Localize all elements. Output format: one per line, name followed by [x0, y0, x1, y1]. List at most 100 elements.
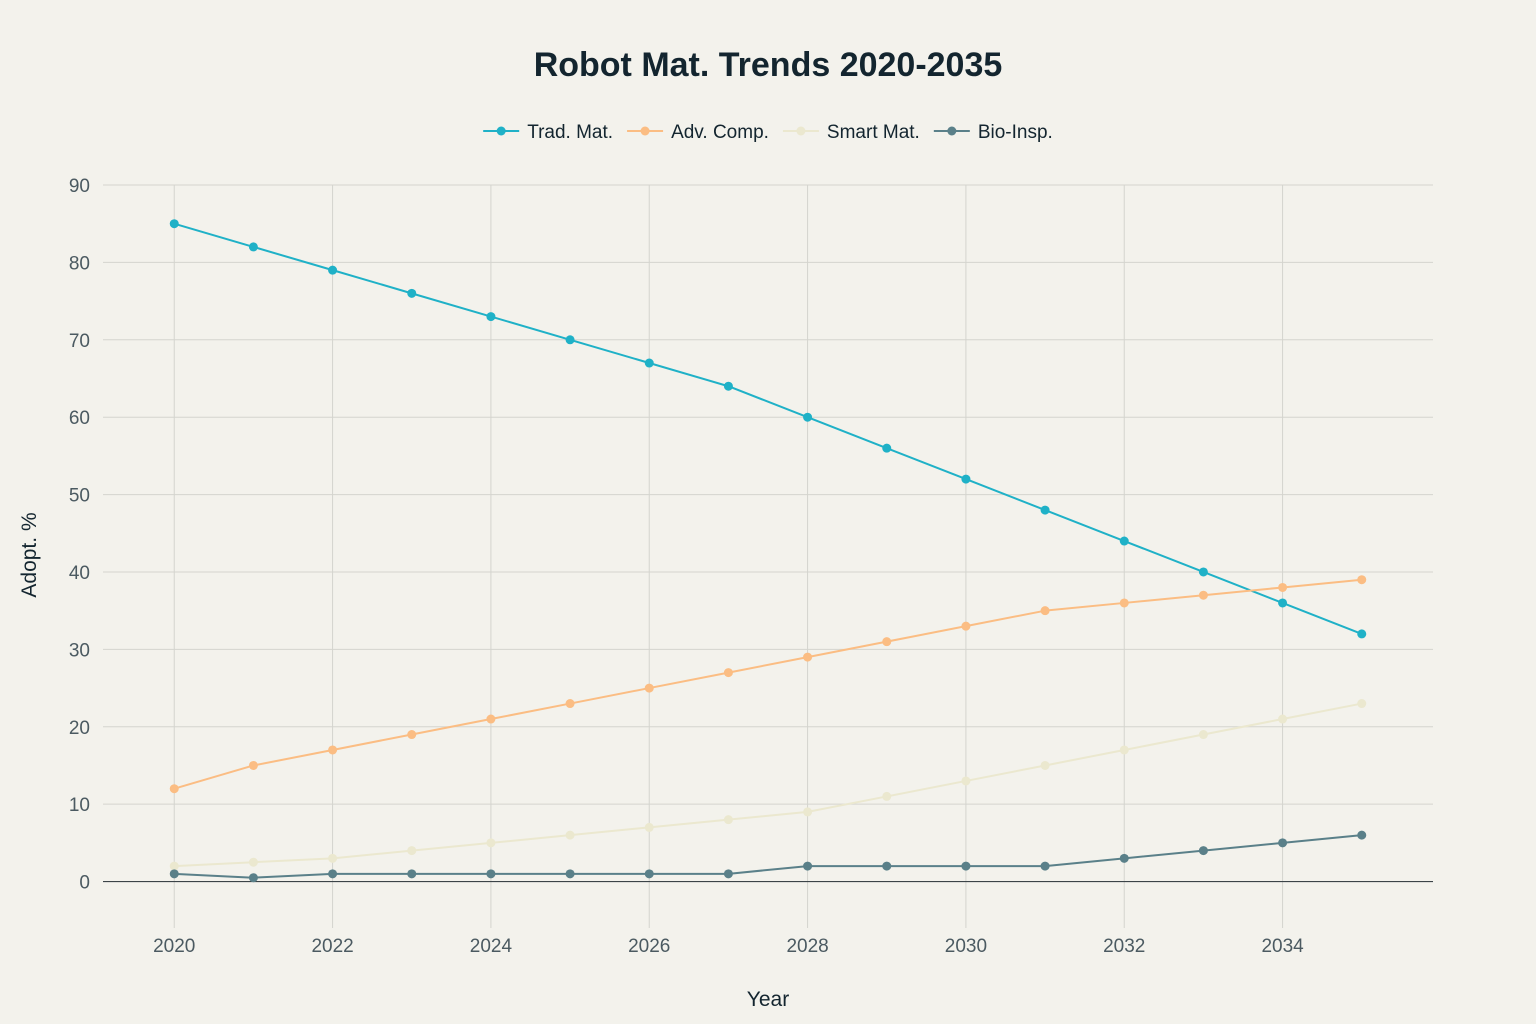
- grid: [103, 184, 1433, 928]
- series-line: [173, 222, 1363, 635]
- legend-label: Adv. Comp.: [671, 122, 769, 143]
- data-point: [169, 861, 179, 871]
- data-point: [803, 412, 813, 422]
- data-point: [882, 637, 892, 647]
- series-group: [169, 219, 1367, 883]
- x-tick-label: 2024: [470, 936, 513, 957]
- x-tick-label: 2030: [945, 936, 987, 957]
- data-point: [328, 265, 338, 275]
- x-tick-label: 2034: [1261, 936, 1304, 957]
- data-point: [565, 699, 575, 709]
- data-point: [644, 869, 654, 879]
- y-tick-label: 10: [69, 795, 90, 816]
- legend-label: Bio-Insp.: [978, 122, 1053, 143]
- data-point: [723, 381, 733, 391]
- series-line: [173, 578, 1362, 790]
- data-point: [169, 219, 179, 229]
- data-point: [723, 815, 733, 825]
- data-point: [723, 869, 733, 879]
- data-point: [565, 830, 575, 840]
- data-point: [961, 776, 971, 786]
- legend-item: Adv. Comp.: [627, 122, 769, 143]
- legend-swatch-marker: [947, 126, 957, 136]
- data-point: [882, 791, 892, 801]
- data-point: [1119, 745, 1129, 755]
- data-point: [1040, 861, 1050, 871]
- data-point: [644, 822, 654, 832]
- data-point: [882, 861, 892, 871]
- data-point: [1198, 567, 1208, 577]
- data-point: [407, 730, 417, 740]
- series-2: [169, 699, 1367, 871]
- x-tick-label: 2032: [1103, 936, 1145, 957]
- legend: Trad. Mat. Adv. Comp. Smart Mat. Bio-Insp.: [483, 122, 1053, 143]
- data-point: [407, 869, 417, 879]
- data-point: [248, 857, 258, 867]
- data-point: [961, 621, 971, 631]
- x-tick-label: 2026: [628, 936, 670, 957]
- data-point: [486, 312, 496, 322]
- data-point: [1040, 760, 1050, 770]
- data-point: [169, 869, 179, 879]
- y-tick-label: 60: [69, 408, 90, 429]
- data-point: [328, 745, 338, 755]
- data-point: [407, 846, 417, 856]
- y-tick-label: 50: [69, 486, 90, 507]
- data-point: [486, 838, 496, 848]
- x-axis-ticks: 2020 2022 2024 2026 2028 2030 2032 2034: [153, 936, 1304, 957]
- y-axis-ticks: 0 10 20 30 40 50 60 70 80 90: [69, 176, 90, 894]
- data-point: [1357, 699, 1367, 709]
- data-point: [1357, 830, 1367, 840]
- data-point: [565, 869, 575, 879]
- legend-swatch-marker: [640, 126, 650, 136]
- y-tick-label: 30: [69, 640, 90, 661]
- data-point: [248, 242, 258, 252]
- data-point: [1278, 582, 1288, 592]
- data-point: [169, 784, 179, 794]
- chart-title: Robot Mat. Trends 2020-2035: [534, 46, 1003, 84]
- data-point: [803, 861, 813, 871]
- legend-label: Trad. Mat.: [527, 122, 613, 143]
- data-point: [1278, 598, 1288, 608]
- series-3: [169, 830, 1367, 883]
- x-tick-label: 2020: [153, 936, 195, 957]
- data-point: [882, 443, 892, 453]
- y-tick-label: 70: [69, 331, 90, 352]
- legend-swatch-marker: [796, 126, 806, 136]
- data-point: [1357, 575, 1367, 585]
- data-point: [1040, 606, 1050, 616]
- data-point: [486, 714, 496, 724]
- data-point: [644, 358, 654, 368]
- data-point: [248, 760, 258, 770]
- series-line: [174, 834, 1362, 879]
- x-tick-label: 2022: [311, 936, 353, 957]
- legend-item: Smart Mat.: [782, 122, 920, 143]
- data-point: [407, 288, 417, 298]
- data-point: [1040, 505, 1050, 515]
- y-tick-label: 80: [69, 253, 90, 274]
- data-point: [644, 683, 654, 693]
- data-point: [1119, 598, 1129, 608]
- y-tick-label: 20: [69, 718, 90, 739]
- data-point: [803, 652, 813, 662]
- x-axis-title: Year: [747, 988, 789, 1011]
- data-point: [723, 668, 733, 678]
- data-point: [961, 474, 971, 484]
- legend-swatch-marker: [496, 126, 506, 136]
- data-point: [1198, 730, 1208, 740]
- data-point: [1278, 714, 1288, 724]
- legend-label: Smart Mat.: [827, 122, 920, 143]
- y-axis-title: Adopt. %: [18, 512, 41, 597]
- series-0: [169, 219, 1367, 639]
- y-tick-label: 40: [69, 563, 90, 584]
- data-point: [803, 807, 813, 817]
- data-point: [1198, 590, 1208, 600]
- series-1: [169, 575, 1367, 794]
- data-point: [1119, 536, 1129, 546]
- legend-item: Trad. Mat.: [483, 122, 613, 143]
- data-point: [328, 869, 338, 879]
- data-point: [248, 873, 258, 883]
- legend-item: Bio-Insp.: [933, 122, 1053, 143]
- data-point: [565, 335, 575, 345]
- data-point: [1357, 629, 1367, 639]
